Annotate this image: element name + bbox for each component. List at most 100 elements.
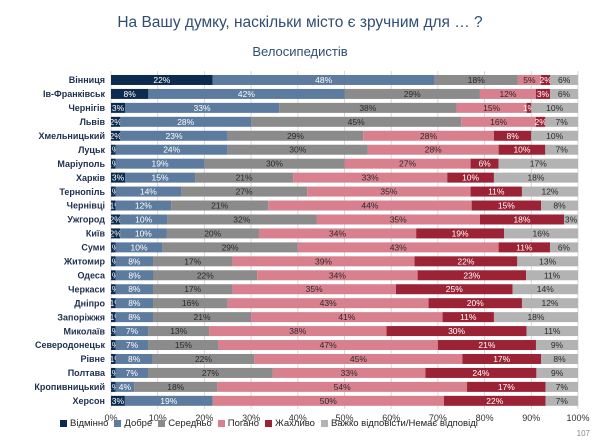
x-tick-label: 80%	[476, 413, 494, 423]
data-label: 7%	[556, 117, 569, 127]
bar-segment	[293, 172, 448, 183]
data-label: 27%	[202, 368, 219, 378]
data-label: 22%	[195, 354, 212, 364]
bar-segment	[363, 130, 494, 141]
bar-segment	[111, 214, 121, 225]
data-label: 1%	[107, 382, 120, 392]
bar-segment	[521, 186, 578, 197]
bar-segment	[526, 326, 578, 337]
bar-segment	[153, 270, 258, 281]
bar-segment	[479, 214, 564, 225]
bar-segment	[545, 395, 578, 406]
bar-segment	[268, 200, 472, 211]
data-label: 29%	[404, 89, 421, 99]
data-label: 1%	[107, 340, 120, 350]
bar-segment	[517, 74, 542, 85]
data-label: 1%	[107, 368, 120, 378]
bar-segment	[111, 186, 116, 197]
bar-segment	[153, 298, 228, 309]
data-label: 7%	[556, 396, 569, 406]
data-label: 12%	[135, 201, 152, 211]
bar-segment	[521, 298, 578, 309]
bar-segment	[166, 228, 259, 239]
data-label: 24%	[163, 145, 180, 155]
data-label: <1%	[105, 354, 123, 364]
data-label: 11%	[460, 312, 477, 322]
data-label: 10%	[513, 145, 530, 155]
data-label: 22%	[486, 396, 503, 406]
bar-segment	[536, 367, 578, 378]
bar-segment	[115, 367, 148, 378]
data-label: 1%	[107, 284, 120, 294]
category-label: Київ	[86, 229, 106, 239]
category-label: Львів	[80, 117, 106, 127]
bar-segment	[467, 381, 546, 392]
data-label: 8%	[124, 89, 137, 99]
data-label: 21%	[211, 201, 228, 211]
data-label: 7%	[126, 340, 139, 350]
category-label: Маріуполь	[57, 159, 105, 169]
bar-segment	[541, 74, 551, 85]
data-label: 17%	[184, 284, 201, 294]
bar-segment	[307, 186, 471, 197]
data-label: <1%	[105, 298, 123, 308]
data-label: 6%	[558, 89, 571, 99]
legend-label: Погано	[227, 417, 259, 429]
bar-segment	[120, 116, 252, 127]
data-label: 17%	[530, 159, 547, 169]
bar-segment	[504, 228, 578, 239]
data-label: 16%	[533, 228, 550, 238]
bar-segment	[111, 242, 116, 253]
legend-item: Добре	[114, 418, 152, 429]
data-label: 15%	[483, 103, 500, 113]
bar-segment	[493, 172, 578, 183]
data-label: 2%	[110, 214, 123, 224]
data-label: 1%	[107, 256, 120, 266]
data-label: 11%	[544, 326, 561, 336]
data-label: 10%	[546, 103, 563, 113]
data-label: 42%	[238, 89, 255, 99]
data-label: 14%	[140, 187, 157, 197]
x-tick-label: 20%	[195, 413, 213, 423]
bar-segment	[111, 228, 121, 239]
bar-segment	[535, 340, 578, 351]
data-label: 27%	[236, 187, 253, 197]
data-label: 27%	[399, 159, 416, 169]
bar-segment	[120, 130, 228, 141]
bar-segment	[272, 367, 426, 378]
bar-segment	[153, 256, 233, 267]
x-tick-label: 100%	[566, 413, 589, 423]
bar-segment	[549, 242, 578, 253]
bar-segment	[479, 88, 536, 99]
bar-segment	[148, 340, 219, 351]
legend-swatch	[114, 419, 122, 427]
data-label: 3%	[112, 103, 125, 113]
bar-segment	[115, 284, 154, 295]
bar-segment	[316, 214, 480, 225]
bar-segment	[111, 172, 126, 183]
data-label: <1%	[105, 201, 123, 211]
data-label: 8%	[128, 312, 141, 322]
bar-segment	[471, 200, 542, 211]
bar-segment	[541, 353, 578, 364]
category-label: Вінниця	[69, 75, 105, 85]
bar-segment	[251, 312, 443, 323]
x-tick-label: 30%	[242, 413, 260, 423]
category-label: Дніпро	[74, 298, 105, 308]
data-label: 45%	[350, 354, 367, 364]
data-label: 24%	[472, 368, 489, 378]
data-label: 30%	[266, 159, 283, 169]
data-label: 14%	[537, 284, 554, 294]
data-label: 1%	[107, 270, 120, 280]
legend-label: Важко відповісти/Немає відповіді	[330, 417, 478, 429]
legend-swatch	[264, 419, 272, 427]
bar-segment	[209, 326, 387, 337]
bar-segment	[526, 270, 578, 281]
bar-segment	[115, 381, 135, 392]
data-label: 6%	[558, 75, 571, 85]
bar-segment	[111, 353, 116, 364]
bar-segment	[111, 381, 116, 392]
data-label: 10%	[131, 242, 148, 252]
data-label: 8%	[128, 256, 141, 266]
data-label: 13%	[539, 256, 556, 266]
